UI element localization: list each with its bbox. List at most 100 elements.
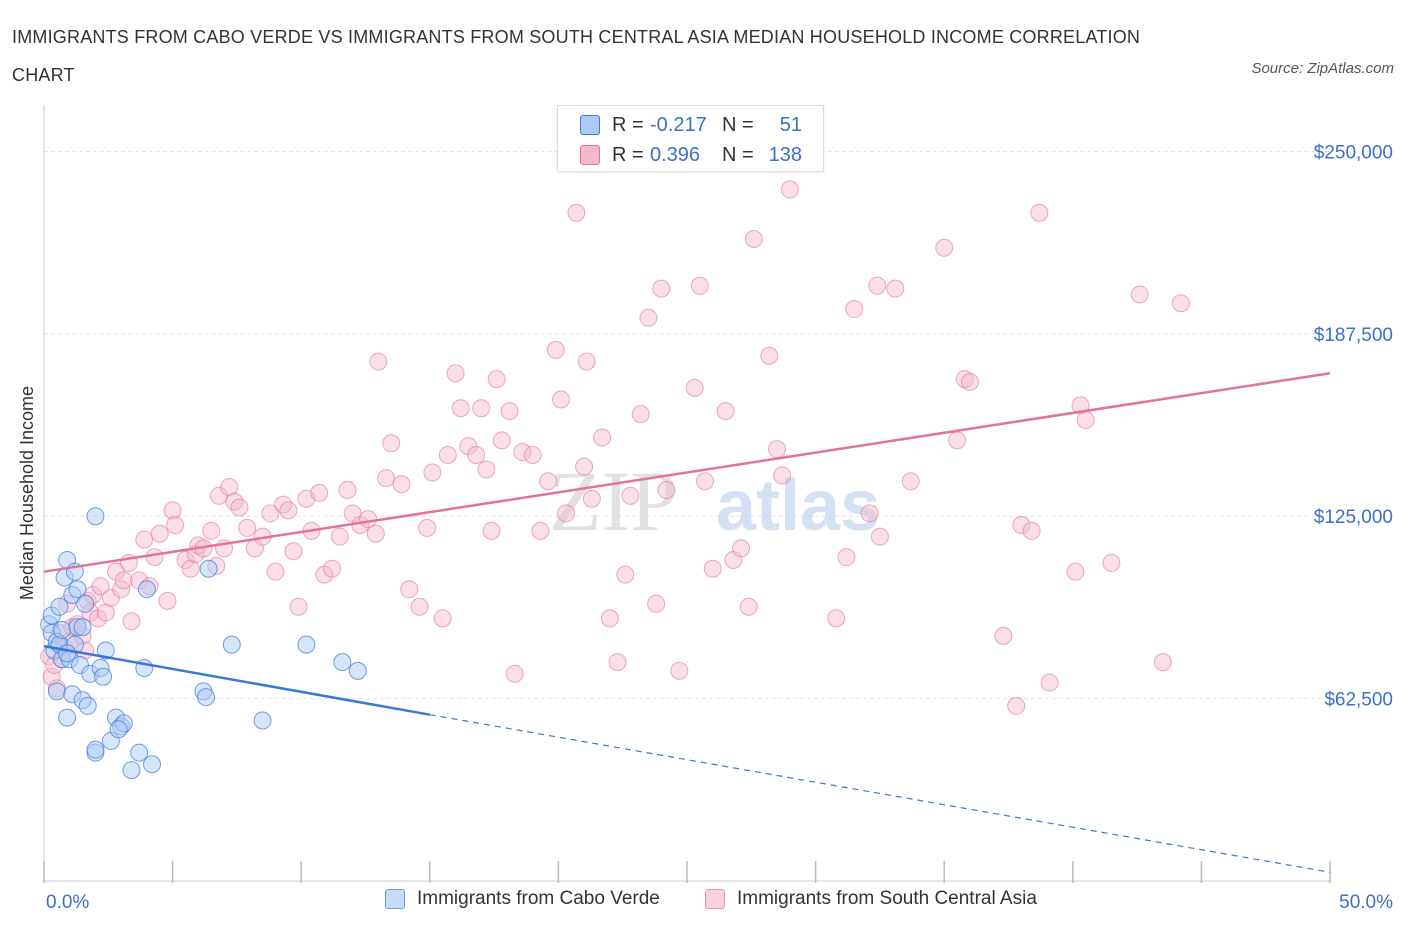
legend-r-label: R = [612,113,644,136]
axes [43,105,1331,883]
legend-label-cabo-verde: Immigrants from Cabo Verde [417,888,660,909]
data-point-cabo-verde [58,644,77,663]
watermark-atlas: atlas [716,466,880,546]
data-point-south-central-asia [760,346,779,365]
data-point-south-central-asia [616,565,635,584]
legend-n-value: 138 [768,143,802,166]
data-point-south-central-asia [845,300,864,319]
data-point-south-central-asia [608,653,627,672]
x-tick-label-max: 50.0% [1339,892,1393,913]
data-point-cabo-verde [47,682,66,701]
watermark-zip: ZIP [549,453,678,549]
data-point-south-central-asia [492,431,511,450]
data-point-south-central-asia [1102,553,1121,572]
data-point-south-central-asia [551,390,570,409]
data-point-south-central-asia [901,472,920,491]
data-point-south-central-asia [513,443,532,462]
data-point-south-central-asia [1007,696,1026,715]
data-point-south-central-asia [582,489,601,508]
data-point-south-central-asia [158,591,177,610]
data-point-south-central-asia [225,492,244,511]
data-point-south-central-asia [577,352,596,371]
data-point-cabo-verde [297,635,316,654]
data-point-south-central-asia [948,431,967,450]
series-legend: Immigrants from Cabo Verde Immigrants fr… [0,888,1406,918]
legend-item-south-central-asia: Immigrants from South Central Asia [705,888,1037,910]
data-point-south-central-asia [310,483,329,502]
data-point-cabo-verde [137,580,156,599]
trend-line-cabo-verde-projection [429,714,1331,873]
data-point-cabo-verde [76,594,95,613]
data-point-south-central-asia [657,480,676,499]
data-point-cabo-verde [53,621,72,640]
data-point-south-central-asia [744,230,763,249]
data-point-south-central-asia [703,559,722,578]
trend-lines [43,372,1331,873]
data-point-south-central-asia [780,180,799,199]
data-point-south-central-asia [505,664,524,683]
data-point-cabo-verde [68,580,87,599]
data-point-south-central-asia [685,378,704,397]
data-point-cabo-verde [197,688,216,707]
y-tick-label: $62,500 [1324,690,1393,711]
data-point-south-central-asia [433,609,452,628]
data-point-south-central-asia [768,440,787,459]
y-axis-label: Median Household Income [17,386,37,600]
data-point-south-central-asia [837,548,856,567]
data-point-south-central-asia [523,445,542,464]
data-point-south-central-asia [284,542,303,561]
data-point-cabo-verde [50,597,69,616]
data-point-south-central-asia [477,460,496,479]
data-point-south-central-asia [176,551,195,570]
data-point-south-central-asia [382,434,401,453]
data-point-south-central-asia [438,445,457,464]
data-point-cabo-verde [348,661,367,680]
data-point-south-central-asia [330,527,349,546]
data-point-south-central-asia [377,469,396,488]
data-point-south-central-asia [1171,294,1190,313]
data-point-south-central-asia [639,308,658,327]
data-point-cabo-verde [222,635,241,654]
legend-swatch-blue [580,115,600,135]
data-point-cabo-verde [130,743,149,762]
legend-n-value: 51 [779,113,802,136]
series-south-central-asia-points [40,180,1190,715]
data-point-south-central-asia [935,238,954,257]
y-tick-label: $250,000 [1314,142,1393,163]
data-point-south-central-asia [546,340,565,359]
data-point-south-central-asia [220,478,239,497]
data-point-south-central-asia [369,352,388,371]
data-point-cabo-verde [253,711,272,730]
data-point-cabo-verde [78,696,97,715]
data-point-south-central-asia [96,603,115,622]
data-point-south-central-asia [567,203,586,222]
data-point-south-central-asia [289,597,308,616]
data-point-south-central-asia [202,521,221,540]
data-point-cabo-verde [143,755,162,774]
legend-swatch-pink [580,145,600,165]
source-label: Source: ZipAtlas.com [1251,60,1394,77]
data-point-south-central-asia [647,594,666,613]
data-point-south-central-asia [472,399,491,418]
y-tick-label: $187,500 [1314,325,1393,346]
legend-swatch-blue [385,889,405,909]
data-point-south-central-asia [955,370,974,389]
data-point-south-central-asia [122,612,141,631]
data-point-south-central-asia [870,527,889,546]
data-point-south-central-asia [670,661,689,680]
data-point-south-central-asia [274,495,293,514]
data-point-south-central-asia [575,457,594,476]
x-tick-label-min: 0.0% [46,892,89,913]
legend-row-cabo-verde: R = -0.217 N = 51 [580,110,802,140]
data-point-south-central-asia [392,475,411,494]
correlation-legend: R = -0.217 N = 51 R = 0.396 N = 138 [557,105,824,172]
data-point-south-central-asia [696,472,715,491]
data-point-south-central-asia [1153,653,1172,672]
data-point-cabo-verde [109,720,128,739]
data-point-cabo-verde [96,641,115,660]
data-point-south-central-asia [1030,203,1049,222]
data-point-south-central-asia [739,597,758,616]
data-point-south-central-asia [482,521,501,540]
legend-row-south-central-asia: R = 0.396 N = 138 [580,140,802,170]
data-point-cabo-verde [333,653,352,672]
